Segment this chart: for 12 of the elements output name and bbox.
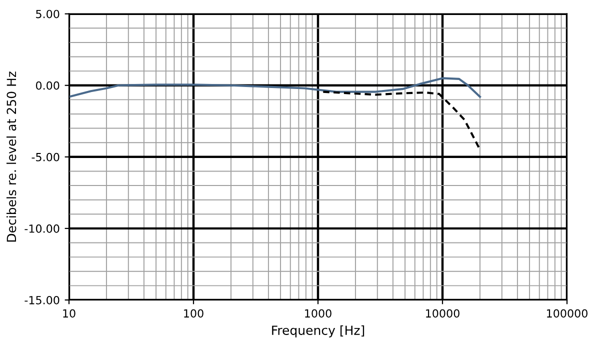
x-tick-label: 100000 bbox=[547, 309, 588, 318]
y-tick-label: 5.00 bbox=[36, 10, 60, 18]
y-tick-label: -15.00 bbox=[24, 296, 60, 304]
x-tick-label: 1000 bbox=[305, 309, 332, 318]
x-tick-label: 100 bbox=[184, 309, 204, 318]
x-tick-label: 10000 bbox=[426, 309, 460, 318]
x-axis-title: Frequency [Hz] bbox=[272, 325, 364, 338]
y-axis-title: Decibels re. level at 250 Hz bbox=[6, 72, 16, 242]
y-tick-label: 0.00 bbox=[36, 81, 60, 90]
x-tick-label: 10 bbox=[63, 309, 76, 318]
y-tick-label: -5.00 bbox=[32, 152, 60, 162]
y-tick-label: -10.00 bbox=[24, 224, 60, 233]
